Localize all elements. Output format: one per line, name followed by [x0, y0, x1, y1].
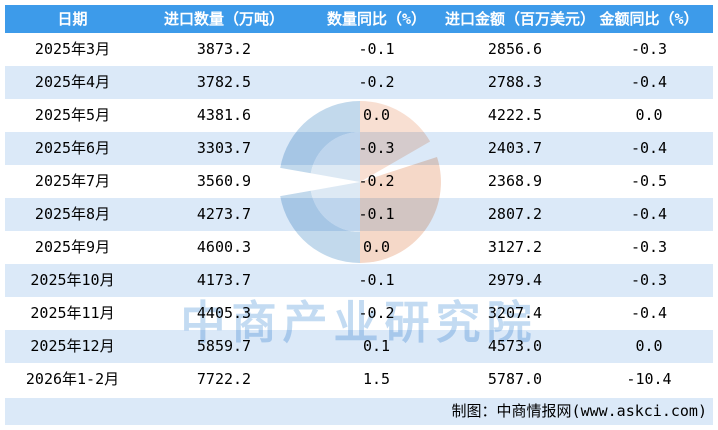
cell-value: -0.1 [358, 205, 395, 223]
cell-date: 2025年3月 [34, 40, 111, 58]
cell-value: 0.0 [362, 106, 391, 124]
cell-value: 7722.2 [196, 370, 252, 388]
cell-date: 2025年7月 [34, 172, 111, 190]
column-header: 数量同比（%） [326, 10, 427, 28]
cell-value: -0.4 [630, 139, 668, 157]
cell-value: 4173.7 [196, 271, 252, 289]
cell-value: -0.2 [358, 172, 395, 190]
cell-date: 2026年1-2月 [25, 370, 120, 388]
cell-value: 3127.2 [487, 238, 543, 256]
credit-bar: 制图：中商情报网(www.askci.com) [5, 398, 713, 425]
table-row: 2025年9月 4600.3 0.0 3127.2 -0.3 [5, 231, 713, 264]
cell-value: 2788.3 [487, 73, 543, 91]
cell-value: -0.1 [358, 40, 395, 58]
cell-value: -0.1 [358, 271, 395, 289]
cell-value: -0.4 [630, 205, 668, 223]
cell-date: 2025年6月 [34, 139, 111, 157]
table-row: 2025年3月 3873.2 -0.1 2856.6 -0.3 [5, 33, 713, 66]
cell-value: 4405.3 [196, 304, 252, 322]
cell-value: 5859.7 [196, 337, 252, 355]
column-header: 日期 [57, 10, 88, 28]
cell-date: 2025年10月 [30, 271, 115, 289]
cell-value: 0.1 [362, 337, 391, 355]
cell-value: -0.3 [630, 238, 668, 256]
cell-date: 2025年11月 [30, 304, 115, 322]
table-row: 2025年7月 3560.9 -0.2 2368.9 -0.5 [5, 165, 713, 198]
cell-value: 2856.6 [487, 40, 543, 58]
cell-value: 3207.4 [487, 304, 543, 322]
cell-value: 0.0 [635, 337, 663, 355]
table-row: 2025年4月 3782.5 -0.2 2788.3 -0.4 [5, 66, 713, 99]
cell-value: 2368.9 [487, 172, 543, 190]
cell-value: 4600.3 [196, 238, 252, 256]
cell-date: 2025年5月 [34, 106, 111, 124]
cell-value: -0.2 [358, 73, 395, 91]
cell-value: 5787.0 [487, 370, 543, 388]
cell-value: -0.5 [630, 172, 668, 190]
table-body: 2025年3月 3873.2 -0.1 2856.6 -0.3 2025年4月 3782.5… [5, 33, 713, 396]
cell-value: -0.4 [630, 304, 668, 322]
cell-value: 2403.7 [487, 139, 543, 157]
cell-value: 4573.0 [487, 337, 543, 355]
table-row: 2025年12月 5859.7 0.1 4573.0 0.0 [5, 330, 713, 363]
cell-date: 2025年4月 [34, 73, 111, 91]
cell-value: 1.5 [362, 370, 391, 388]
table-row: 2025年5月 4381.6 0.0 4222.5 0.0 [5, 99, 713, 132]
cell-value: 4273.7 [196, 205, 252, 223]
import-data-table: 日期 进口数量（万吨） 数量同比（%） 进口金额（百万美元） 金额同比（%） 2025年… [5, 5, 713, 425]
cell-value: -10.4 [626, 370, 672, 388]
cell-value: 3873.2 [196, 40, 252, 58]
cell-date: 2025年12月 [30, 337, 115, 355]
cell-value: 4222.5 [487, 106, 543, 124]
table-row: 2025年11月 4405.3 -0.2 3207.4 -0.4 [5, 297, 713, 330]
table-row: 2026年1-2月 7722.2 1.5 5787.0 -10.4 [5, 363, 713, 396]
cell-value: 3782.5 [196, 73, 252, 91]
column-header: 金额同比（%） [599, 10, 699, 28]
cell-value: 2979.4 [487, 271, 543, 289]
cell-value: 3560.9 [196, 172, 252, 190]
cell-value: -0.3 [358, 139, 395, 157]
cell-date: 2025年9月 [34, 238, 111, 256]
table-row: 2025年6月 3303.7 -0.3 2403.7 -0.4 [5, 132, 713, 165]
table-header-row: 日期 进口数量（万吨） 数量同比（%） 进口金额（百万美元） 金额同比（%） [5, 5, 713, 33]
cell-value: 0.0 [635, 106, 663, 124]
cell-value: 3303.7 [196, 139, 252, 157]
credit-text: 制图：中商情报网(www.askci.com) [451, 402, 707, 420]
table-row: 2025年8月 4273.7 -0.1 2807.2 -0.4 [5, 198, 713, 231]
cell-value: 2807.2 [487, 205, 543, 223]
column-header: 进口金额（百万美元） [445, 10, 596, 28]
cell-value: -0.4 [630, 73, 668, 91]
cell-value: -0.2 [358, 304, 395, 322]
cell-date: 2025年8月 [34, 205, 111, 223]
cell-value: -0.3 [630, 271, 668, 289]
cell-value: -0.3 [630, 40, 668, 58]
table-row: 2025年10月 4173.7 -0.1 2979.4 -0.3 [5, 264, 713, 297]
cell-value: 4381.6 [196, 106, 252, 124]
cell-value: 0.0 [362, 238, 391, 256]
column-header: 进口数量（万吨） [163, 10, 284, 28]
